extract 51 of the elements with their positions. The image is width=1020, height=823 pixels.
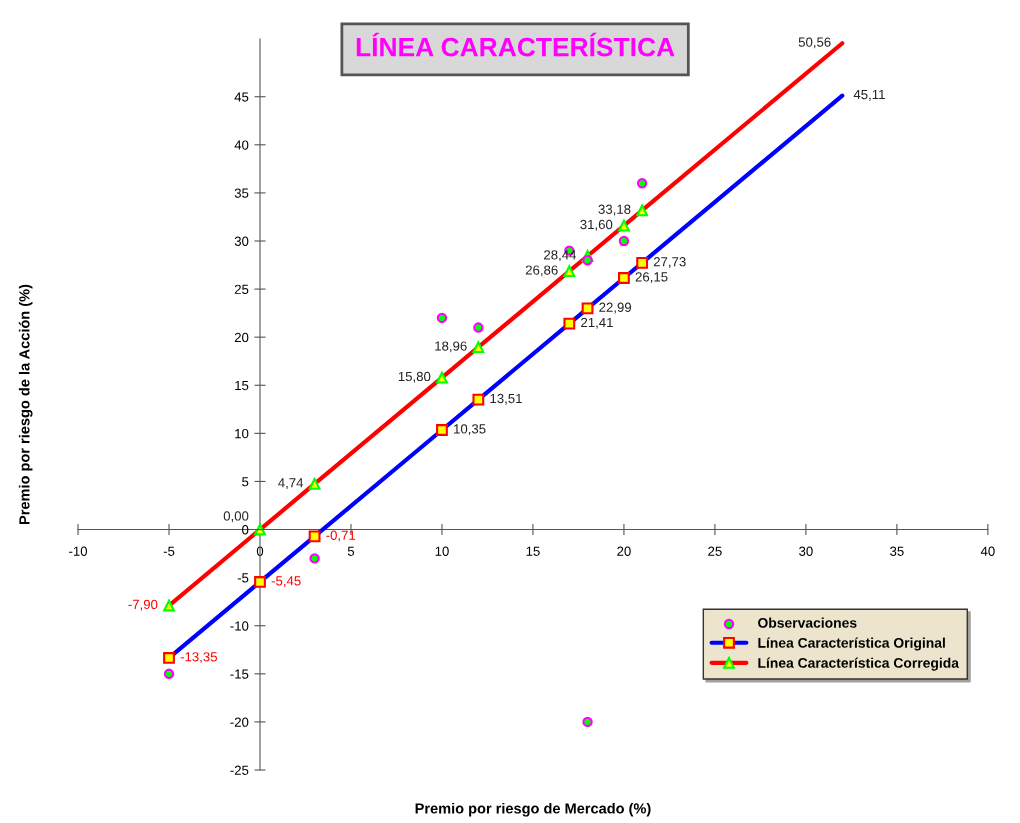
legend-label: Observaciones (758, 617, 857, 628)
x-tick-label: 35 (890, 546, 904, 556)
data-label: 45,11 (853, 90, 885, 101)
data-label: -7,90 (128, 599, 158, 611)
data-label: 21,41 (581, 317, 613, 329)
data-label: 31,60 (580, 219, 613, 231)
data-label: 15,80 (398, 371, 431, 383)
legend-label: Línea Característica Original (758, 637, 945, 651)
data-label: 28,44 (544, 250, 577, 262)
data-label: 26,86 (525, 265, 558, 277)
y-tick-label: -10 (230, 621, 249, 631)
y-tick-label: 35 (234, 188, 249, 198)
data-label: -13,35 (180, 652, 217, 664)
data-label: 4,74 (278, 478, 304, 490)
y-tick-label: -20 (230, 717, 249, 727)
data-label: 10,35 (454, 424, 486, 436)
x-tick-label: -10 (69, 546, 88, 556)
data-label: -5,45 (271, 576, 301, 588)
x-tick-label: 20 (617, 546, 631, 556)
data-label: 26,15 (635, 272, 668, 284)
chart-title: LÍNEA CARACTERÍSTICA (356, 32, 675, 57)
y-tick-label: 30 (234, 236, 249, 246)
y-tick-label: -5 (237, 573, 249, 583)
legend-label: Línea Característica Corregida (758, 657, 960, 671)
data-label: 18,96 (435, 341, 467, 353)
data-label: 33,18 (598, 204, 631, 216)
data-label: 13,51 (490, 393, 522, 405)
x-axis-title: Premio por riesgo de Mercado (%) (415, 802, 651, 817)
y-tick-label: 25 (234, 284, 249, 294)
y-tick-label: 20 (234, 332, 249, 343)
y-tick-label: 5 (242, 477, 249, 487)
data-label: -0,71 (326, 530, 356, 542)
data-label: 27,73 (653, 257, 686, 268)
data-label: 50,56 (798, 37, 831, 49)
x-tick-label: 5 (347, 546, 355, 556)
y-tick-label: -15 (230, 669, 249, 679)
y-tick-label: 40 (234, 140, 249, 150)
x-tick-label: 30 (799, 546, 813, 556)
y-tick-label: -25 (230, 765, 249, 775)
x-tick-label: 40 (980, 546, 995, 556)
data-label: 0,00 (223, 511, 249, 523)
data-label: 22,99 (599, 302, 632, 314)
x-tick-label: 25 (708, 546, 722, 556)
x-tick-label: 10 (435, 546, 449, 556)
x-tick-label: -5 (163, 546, 175, 556)
x-tick-label: 15 (526, 546, 540, 556)
y-axis-title: Premio por riesgo de la Acción (%) (18, 284, 33, 524)
x-tick-label: 0 (256, 546, 264, 556)
y-tick-label: 10 (235, 428, 249, 439)
y-tick-label: 15 (235, 380, 249, 391)
y-tick-label: 45 (234, 92, 249, 102)
